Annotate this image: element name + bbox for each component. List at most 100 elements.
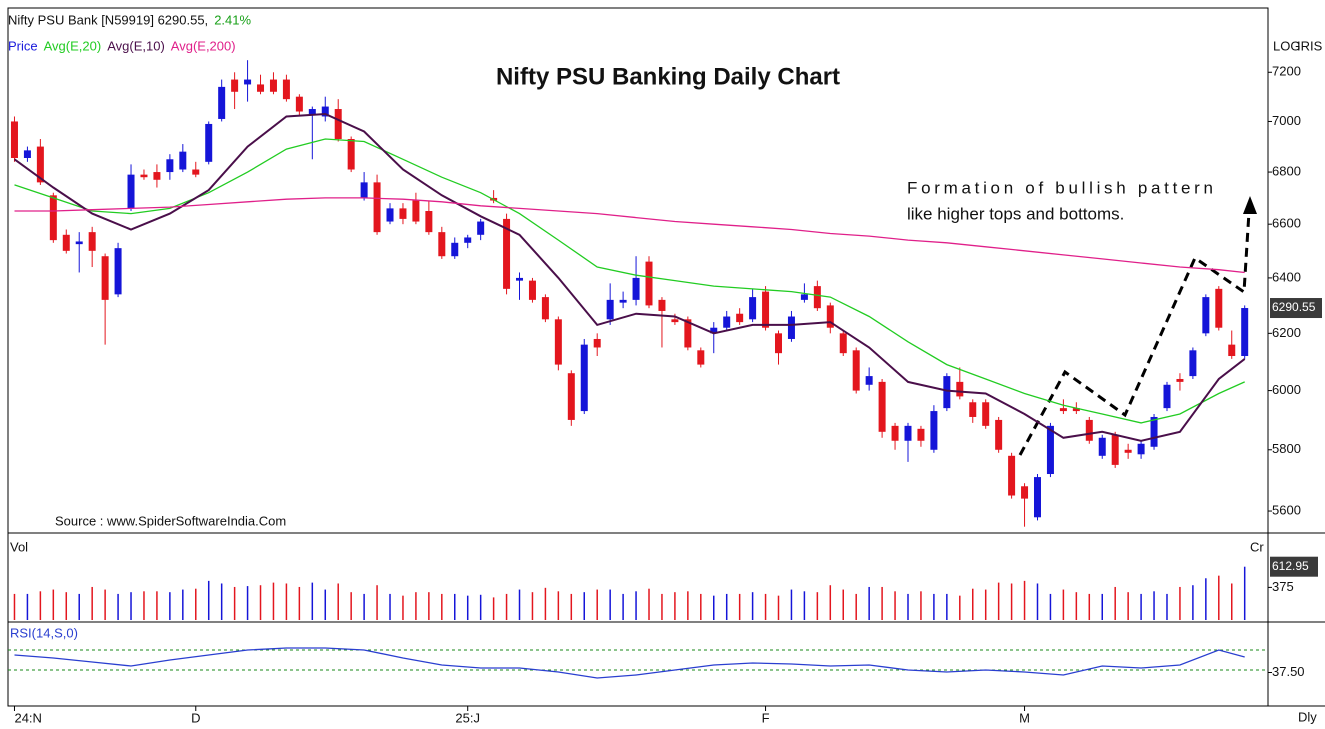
- candle-body: [1072, 408, 1080, 412]
- candle-body: [412, 200, 420, 222]
- candle-body: [1150, 416, 1158, 447]
- y-tick-label: 7200: [1272, 64, 1301, 79]
- candle-body: [878, 381, 886, 432]
- candle-body: [179, 151, 187, 170]
- candle-body: [839, 333, 847, 354]
- candle-body: [1176, 378, 1184, 382]
- candle-body: [1241, 308, 1249, 357]
- candle-body: [710, 327, 718, 334]
- candle-body: [257, 84, 265, 92]
- x-tick-label: 24:N: [14, 710, 41, 725]
- candle-body: [321, 106, 329, 117]
- candle-body: [438, 232, 446, 257]
- candle-body: [88, 232, 96, 251]
- candle-body: [982, 402, 990, 426]
- candle-body: [477, 221, 485, 235]
- candle-body: [1163, 384, 1171, 409]
- candle-body: [1008, 455, 1016, 496]
- chart-title: Nifty PSU Banking Daily Chart: [496, 63, 840, 90]
- candle-body: [10, 121, 18, 159]
- candle-body: [762, 291, 770, 328]
- candle-body: [399, 208, 407, 219]
- candle-body: [606, 299, 614, 320]
- candle-body: [36, 146, 44, 183]
- candle-body: [373, 182, 381, 233]
- candle-body: [1228, 344, 1236, 357]
- y-tick-label: 6800: [1272, 164, 1301, 179]
- candle-body: [166, 159, 174, 173]
- candle-body: [580, 344, 588, 412]
- candle-body: [1021, 486, 1029, 499]
- candle-body: [218, 86, 226, 119]
- candle-body: [282, 79, 290, 100]
- scale-label: LOG: [1273, 38, 1300, 53]
- candle-body: [425, 211, 433, 233]
- candle-body: [192, 169, 200, 175]
- candle-body: [749, 297, 757, 320]
- scale-label: IRIS: [1297, 38, 1323, 53]
- change: 2.41%: [214, 12, 251, 27]
- candle-body: [1098, 437, 1106, 456]
- x-tick-label: D: [191, 710, 200, 725]
- candle-body: [593, 338, 601, 348]
- legend-entry: Avg(E,200): [171, 38, 236, 53]
- candle-body: [1137, 443, 1145, 455]
- last-volume-box: [1270, 556, 1318, 577]
- header: Nifty PSU Bank [N59919] 6290.55,: [8, 12, 208, 27]
- last-price-box: [1270, 298, 1322, 319]
- period: Dly: [1298, 709, 1317, 724]
- candle-body: [658, 299, 666, 311]
- candle-body: [101, 256, 109, 300]
- candle-body: [684, 319, 692, 348]
- moving-average: [14, 138, 1245, 424]
- candle-body: [956, 381, 964, 397]
- candle-body: [503, 218, 511, 289]
- pattern-arrow: [1018, 211, 1251, 456]
- candle-body: [567, 373, 575, 420]
- annotation: Formation of bullish pattern: [907, 178, 1213, 197]
- annotation: like higher tops and bottoms.: [907, 204, 1124, 223]
- candle-body: [295, 96, 303, 112]
- candle-body: [75, 241, 83, 245]
- candle-body: [1111, 434, 1119, 465]
- legend-entry: Price: [8, 38, 38, 53]
- candle-body: [1124, 449, 1132, 453]
- candle-body: [995, 419, 1003, 450]
- x-tick-label: F: [762, 710, 770, 725]
- last-volume: 612.95: [1272, 559, 1309, 573]
- candle-body: [541, 297, 549, 320]
- candle-body: [852, 350, 860, 391]
- candle-body: [813, 286, 821, 309]
- candle-body: [231, 79, 239, 92]
- y-tick-label: 6600: [1272, 216, 1301, 231]
- candle-body: [723, 316, 731, 328]
- y-tick-label: 37.50: [1272, 664, 1305, 679]
- candle-body: [334, 109, 342, 140]
- candle-body: [904, 425, 912, 441]
- candle-body: [347, 139, 355, 170]
- candle-body: [516, 277, 524, 281]
- candle-body: [969, 402, 977, 417]
- moving-average: [13, 112, 1246, 442]
- volume-unit: Cr: [1250, 539, 1264, 554]
- candle-body: [386, 208, 394, 222]
- candle-body: [800, 294, 808, 300]
- candle-body: [153, 172, 161, 180]
- moving-average: [14, 197, 1245, 274]
- legend-entry: Avg(E,20): [44, 38, 102, 53]
- candle-body: [1059, 408, 1067, 412]
- candle-body: [671, 319, 679, 323]
- candle-body: [1085, 419, 1093, 441]
- candle-body: [360, 182, 368, 198]
- candle-body: [930, 411, 938, 450]
- y-tick-label: 6400: [1272, 269, 1301, 284]
- candle-body: [891, 425, 899, 441]
- candle-body: [451, 242, 459, 257]
- candle-body: [865, 376, 873, 385]
- candle-body: [943, 376, 951, 409]
- x-tick-label: M: [1019, 710, 1030, 725]
- candle-body: [205, 123, 213, 162]
- candle-body: [464, 237, 472, 243]
- candle-body: [645, 261, 653, 306]
